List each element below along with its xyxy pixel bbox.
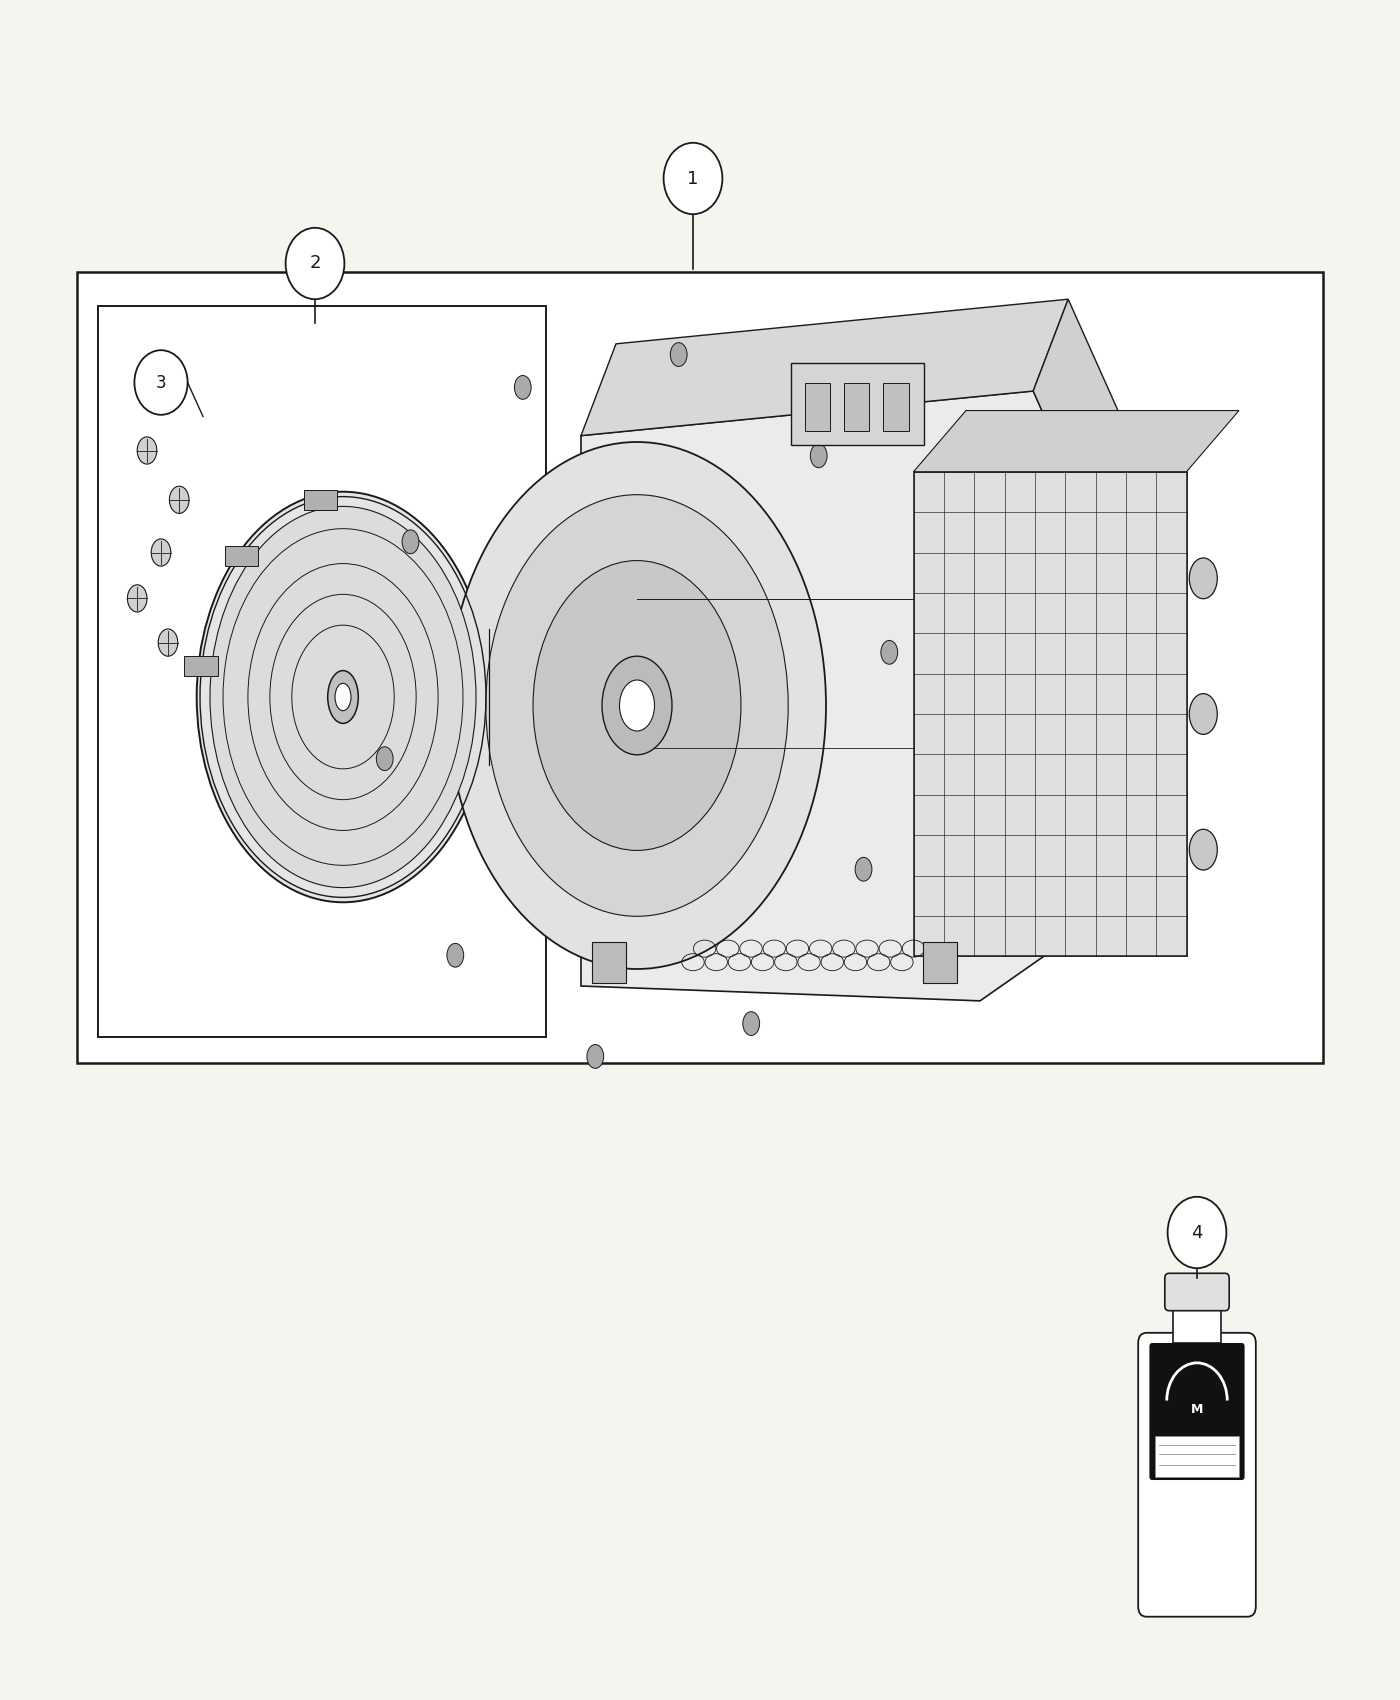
Bar [1155, 1435, 1239, 1477]
Bar [924, 942, 958, 983]
Bar [77, 272, 1323, 1062]
Ellipse shape [514, 376, 531, 399]
Circle shape [134, 350, 188, 415]
Text: M: M [1191, 1402, 1203, 1416]
Text: 2: 2 [309, 255, 321, 272]
Text: 4: 4 [1191, 1224, 1203, 1241]
Ellipse shape [402, 530, 419, 554]
Ellipse shape [196, 491, 490, 903]
Ellipse shape [127, 585, 147, 612]
Polygon shape [581, 299, 1068, 435]
Ellipse shape [855, 857, 872, 881]
FancyBboxPatch shape [1138, 1333, 1256, 1617]
Bar [224, 546, 258, 566]
Ellipse shape [671, 343, 687, 367]
Ellipse shape [448, 442, 826, 969]
Ellipse shape [1189, 830, 1218, 870]
Ellipse shape [881, 641, 897, 665]
Ellipse shape [486, 495, 788, 916]
FancyBboxPatch shape [1165, 1273, 1229, 1311]
Bar [913, 473, 1187, 955]
Bar [883, 384, 909, 432]
Bar [1173, 1306, 1221, 1343]
Ellipse shape [210, 507, 476, 887]
Ellipse shape [335, 683, 351, 711]
Circle shape [286, 228, 344, 299]
Ellipse shape [1189, 694, 1218, 734]
Bar [592, 942, 626, 983]
Ellipse shape [151, 539, 171, 566]
FancyBboxPatch shape [1149, 1343, 1245, 1481]
Bar [185, 656, 218, 677]
Text: 1: 1 [687, 170, 699, 187]
Circle shape [664, 143, 722, 214]
Ellipse shape [169, 486, 189, 513]
Ellipse shape [811, 444, 827, 468]
Text: 3: 3 [155, 374, 167, 391]
Polygon shape [913, 411, 1239, 473]
Ellipse shape [533, 561, 741, 850]
Bar [791, 364, 924, 445]
Ellipse shape [328, 670, 358, 724]
Ellipse shape [447, 944, 463, 967]
Ellipse shape [743, 1012, 760, 1035]
Bar [805, 384, 830, 432]
Polygon shape [1033, 299, 1121, 510]
Ellipse shape [587, 1044, 603, 1068]
Ellipse shape [137, 437, 157, 464]
Circle shape [1168, 1197, 1226, 1268]
Ellipse shape [377, 746, 393, 770]
Ellipse shape [1189, 558, 1218, 598]
Bar [304, 490, 337, 510]
Bar [98, 306, 546, 1037]
Polygon shape [581, 391, 1086, 1001]
Ellipse shape [602, 656, 672, 755]
Bar [844, 384, 869, 432]
Ellipse shape [158, 629, 178, 656]
Ellipse shape [619, 680, 655, 731]
